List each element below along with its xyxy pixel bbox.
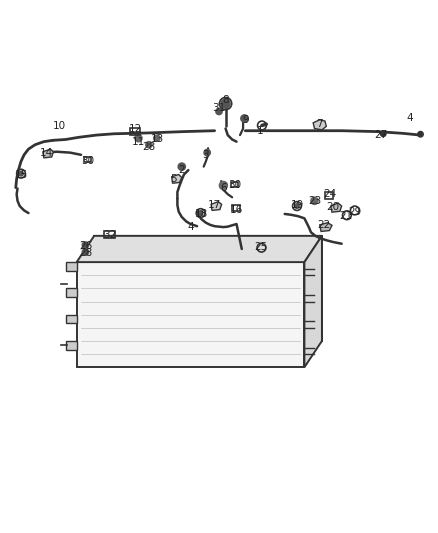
Circle shape bbox=[418, 132, 423, 137]
Circle shape bbox=[19, 172, 23, 176]
Polygon shape bbox=[43, 149, 53, 158]
Text: 25: 25 bbox=[254, 242, 267, 252]
Text: 22: 22 bbox=[318, 220, 331, 230]
Text: 19: 19 bbox=[291, 200, 304, 210]
Bar bbox=[130, 128, 140, 135]
Text: 10: 10 bbox=[53, 122, 66, 131]
Polygon shape bbox=[66, 314, 77, 324]
Polygon shape bbox=[172, 174, 182, 183]
Text: 23: 23 bbox=[309, 196, 322, 206]
Text: 4: 4 bbox=[187, 222, 194, 232]
Circle shape bbox=[198, 211, 203, 215]
Text: 4: 4 bbox=[406, 114, 413, 124]
Text: 24: 24 bbox=[323, 189, 336, 199]
Polygon shape bbox=[320, 223, 332, 231]
Circle shape bbox=[154, 135, 160, 141]
Polygon shape bbox=[77, 262, 304, 367]
Text: 6: 6 bbox=[220, 183, 227, 192]
Bar bbox=[231, 182, 238, 187]
Circle shape bbox=[82, 249, 88, 255]
Text: 30: 30 bbox=[228, 181, 241, 190]
Text: 28: 28 bbox=[142, 142, 155, 152]
Bar bbox=[232, 205, 240, 211]
Bar bbox=[104, 231, 115, 238]
Text: 26: 26 bbox=[79, 241, 92, 251]
Bar bbox=[325, 192, 333, 199]
Text: 3: 3 bbox=[202, 150, 209, 160]
Text: 17: 17 bbox=[208, 200, 221, 210]
Text: 8: 8 bbox=[222, 95, 229, 105]
Text: 5: 5 bbox=[170, 174, 177, 184]
Polygon shape bbox=[66, 288, 77, 297]
Text: 14: 14 bbox=[39, 148, 53, 158]
Text: 1: 1 bbox=[257, 126, 264, 136]
Text: 15: 15 bbox=[14, 169, 28, 180]
Polygon shape bbox=[77, 236, 322, 262]
Text: 2: 2 bbox=[178, 165, 185, 175]
Circle shape bbox=[381, 131, 386, 136]
Text: 30: 30 bbox=[81, 156, 94, 166]
Polygon shape bbox=[66, 341, 77, 350]
Text: 13: 13 bbox=[151, 134, 164, 144]
Circle shape bbox=[82, 242, 88, 248]
Polygon shape bbox=[94, 236, 322, 341]
Text: 27: 27 bbox=[374, 130, 388, 140]
Circle shape bbox=[295, 204, 299, 208]
Polygon shape bbox=[304, 236, 322, 367]
Circle shape bbox=[216, 108, 222, 115]
Circle shape bbox=[311, 197, 318, 204]
Text: 16: 16 bbox=[230, 205, 243, 215]
Circle shape bbox=[204, 150, 210, 156]
Text: 20: 20 bbox=[326, 203, 339, 212]
Bar bbox=[84, 157, 91, 162]
Text: 12: 12 bbox=[129, 124, 142, 134]
Circle shape bbox=[146, 142, 152, 148]
Circle shape bbox=[219, 182, 227, 189]
Circle shape bbox=[178, 163, 185, 170]
Text: 29: 29 bbox=[348, 207, 361, 217]
Circle shape bbox=[241, 115, 248, 122]
Text: 31: 31 bbox=[212, 103, 226, 113]
Polygon shape bbox=[313, 120, 326, 130]
Text: 28: 28 bbox=[79, 248, 92, 259]
Text: 18: 18 bbox=[195, 209, 208, 219]
Circle shape bbox=[221, 99, 230, 108]
Text: 9: 9 bbox=[242, 115, 249, 125]
Text: 21: 21 bbox=[339, 211, 353, 221]
Text: 7: 7 bbox=[316, 119, 323, 129]
Circle shape bbox=[135, 135, 142, 142]
Text: 32: 32 bbox=[103, 230, 116, 240]
Polygon shape bbox=[66, 262, 77, 271]
Polygon shape bbox=[211, 201, 222, 211]
Text: 11: 11 bbox=[131, 136, 145, 147]
Polygon shape bbox=[331, 203, 342, 212]
